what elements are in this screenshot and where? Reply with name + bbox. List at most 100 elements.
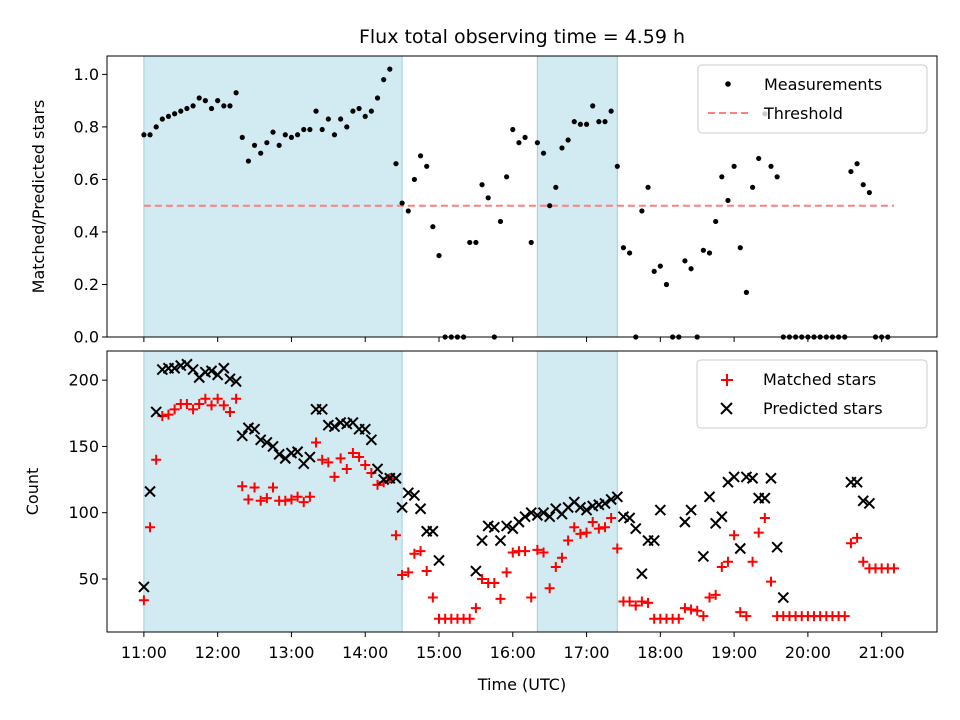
x-tick-label: 21:00 <box>859 643 905 662</box>
matched-star-point <box>329 471 340 482</box>
measurement-point <box>282 132 288 138</box>
predicted-star-point <box>611 491 624 503</box>
p1-y-ticks: 0.0 0.2 0.4 0.6 0.8 1.0 <box>74 65 107 347</box>
measurement-point <box>866 189 872 196</box>
measurement-point <box>731 163 737 169</box>
shaded-interval-1 <box>143 55 403 338</box>
x-tick-label: 19:00 <box>711 643 757 662</box>
matched-star-point <box>390 530 401 541</box>
p1-y-axis-label: Matched/Predicted stars <box>29 100 48 294</box>
matched-star-point <box>569 522 580 533</box>
matched-star-point <box>421 566 432 577</box>
predicted-star-point <box>224 373 236 385</box>
predicted-star-point <box>261 436 273 449</box>
measurement-point <box>196 95 202 101</box>
measurement-point <box>504 174 510 180</box>
matched-star-point <box>151 454 162 465</box>
matched-star-point <box>606 513 617 524</box>
matched-star-point <box>636 596 647 607</box>
matched-star-point <box>163 409 174 420</box>
measurement-point <box>424 163 430 169</box>
p2-shaded-intervals <box>143 350 618 633</box>
measurement-point <box>614 163 620 169</box>
matched-star-point <box>255 495 266 506</box>
measurement-point <box>774 174 780 180</box>
measurement-point <box>350 108 356 114</box>
p1-marks <box>141 66 891 340</box>
predicted-star-point <box>273 448 285 461</box>
measurement-point <box>497 218 504 225</box>
matched-star-point <box>556 552 567 563</box>
predicted-star-point <box>685 504 697 516</box>
matched-star-point <box>888 563 899 574</box>
predicted-star-point <box>734 542 746 555</box>
measurement-point <box>399 200 405 206</box>
p2-y-ticks: 50 100 150 200 <box>68 371 107 588</box>
matched-star-point <box>741 611 752 622</box>
matched-star-point <box>593 523 604 534</box>
matched-star-point <box>630 600 641 611</box>
matched-star-point <box>575 528 586 539</box>
matched-star-point <box>243 494 254 505</box>
measurement-point <box>473 239 479 246</box>
predicted-star-point <box>488 521 501 533</box>
predicted-star-point <box>304 451 316 463</box>
y-tick-label: 0.4 <box>74 222 99 241</box>
matched-star-point <box>397 570 408 581</box>
predicted-star-point <box>371 463 384 475</box>
measurement-point <box>540 150 547 156</box>
chart-title-group: Flux total observing time = 4.59 h <box>359 26 685 48</box>
x-tick-label: 12:00 <box>195 643 241 662</box>
predicted-star-point <box>359 423 371 435</box>
predicted-star-point <box>771 541 783 553</box>
legend-predicted-label: Predicted stars <box>763 399 883 418</box>
matched-star-point <box>200 393 211 404</box>
measurement-point <box>719 174 725 180</box>
matched-star-point <box>729 530 740 541</box>
predicted-star-point <box>150 406 162 418</box>
measurement-point <box>251 142 258 148</box>
measurement-point <box>528 239 534 246</box>
measurement-point <box>725 197 731 204</box>
predicted-star-point <box>746 472 759 484</box>
predicted-star-point <box>759 492 771 504</box>
measurement-point <box>374 95 381 101</box>
predicted-star-point <box>636 567 648 580</box>
measurement-point <box>221 103 227 109</box>
measurement-point <box>479 182 485 188</box>
measurement-point <box>387 66 393 72</box>
x-tick-label: 18:00 <box>637 643 683 662</box>
y-tick-label: 0.0 <box>74 328 99 347</box>
legend-measurements-label: Measurements <box>764 75 882 94</box>
matched-star-point <box>692 605 703 616</box>
y-tick-label: 150 <box>68 437 99 456</box>
p2-y-axis-label: Count <box>23 468 42 516</box>
predicted-star-point <box>543 510 556 523</box>
measurement-point <box>547 203 553 209</box>
measurement-point <box>602 119 608 125</box>
matched-star-point <box>600 522 610 533</box>
measurement-point <box>405 208 411 214</box>
y-tick-label: 100 <box>68 503 99 522</box>
predicted-star-point <box>697 550 710 563</box>
matched-star-point <box>766 576 776 587</box>
measurement-point <box>417 153 424 159</box>
matched-star-point <box>169 404 180 415</box>
x-tick-label: 13:00 <box>268 643 314 662</box>
x-tick-label: 16:00 <box>490 643 536 662</box>
measurement-point <box>620 245 627 251</box>
measurement-point <box>583 121 590 127</box>
matched-star-point <box>858 556 869 567</box>
measurement-point <box>608 108 614 114</box>
p2-marks <box>138 358 899 624</box>
matched-star-point <box>753 527 764 538</box>
matched-star-point <box>735 607 746 618</box>
matched-star-point <box>747 556 758 567</box>
matched-star-point <box>261 493 272 504</box>
predicted-star-point <box>857 495 869 507</box>
matched-star-point <box>544 583 555 594</box>
measurement-point <box>639 208 645 214</box>
measurement-point <box>651 268 657 274</box>
measurement-point <box>227 103 233 109</box>
predicted-star-point <box>390 472 402 484</box>
